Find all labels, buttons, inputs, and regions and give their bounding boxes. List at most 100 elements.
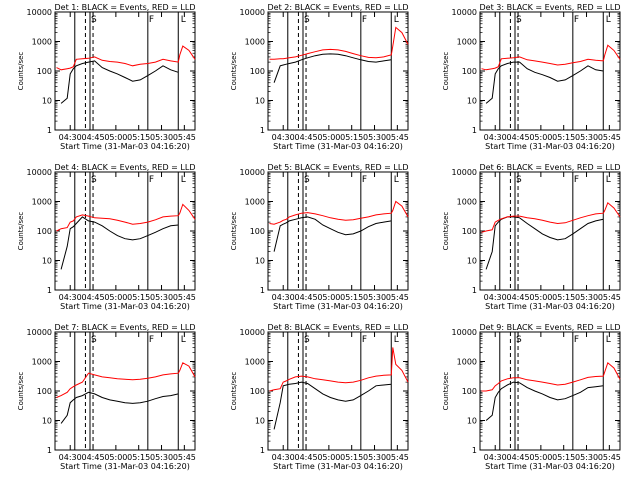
x-tick-label: 05:15 bbox=[127, 133, 150, 142]
y-tick-label: 100 bbox=[462, 227, 477, 236]
x-tick-label: 04:30 bbox=[59, 133, 82, 142]
y-tick-label: 10000 bbox=[27, 8, 52, 17]
x-tick-label: 05:00 bbox=[529, 133, 552, 142]
y-tick-label: 1000 bbox=[457, 38, 477, 47]
x-tick-label: 04:45 bbox=[295, 453, 318, 462]
y-tick-label: 100 bbox=[250, 67, 265, 76]
y-axis-label: Counts/sec bbox=[230, 372, 238, 411]
x-tick-label: 05:00 bbox=[317, 453, 340, 462]
y-tick-label: 1 bbox=[47, 446, 52, 455]
x-axis-label: Start Time (31-Mar-03 04:16:20) bbox=[60, 302, 190, 311]
interval-marker-label: L bbox=[394, 15, 399, 25]
interval-marker-label: L bbox=[394, 335, 399, 345]
x-axis-label: Start Time (31-Mar-03 04:16:20) bbox=[485, 142, 615, 151]
y-axis-label: Counts/sec bbox=[442, 52, 450, 91]
y-tick-label: 10 bbox=[255, 97, 265, 106]
x-tick-label: 04:30 bbox=[484, 453, 507, 462]
x-tick-label: 04:45 bbox=[507, 453, 530, 462]
panel-title: Det 1: BLACK = Events, RED = LLD bbox=[55, 3, 196, 12]
y-tick-label: 10 bbox=[42, 97, 52, 106]
y-axis-label: Counts/sec bbox=[230, 52, 238, 91]
detector-panel-5: Det 5: BLACK = Events, RED = LLD 1 10 100 10… bbox=[230, 163, 409, 311]
x-tick-label: 04:45 bbox=[295, 133, 318, 142]
interval-marker-label: S bbox=[516, 175, 522, 185]
lld-series-line bbox=[481, 361, 621, 392]
y-tick-label: 100 bbox=[250, 387, 265, 396]
lld-series-line bbox=[56, 45, 196, 71]
lld-series-line bbox=[56, 203, 196, 232]
plot-frame bbox=[54, 171, 196, 291]
x-tick-label: 05:45 bbox=[598, 293, 621, 302]
y-tick-label: 100 bbox=[462, 387, 477, 396]
y-tick-label: 10000 bbox=[27, 328, 52, 337]
interval-marker-label: F bbox=[362, 335, 367, 345]
x-tick-label: 05:45 bbox=[173, 133, 196, 142]
x-tick-label: 04:30 bbox=[59, 293, 82, 302]
interval-marker-label: S bbox=[516, 15, 522, 25]
interval-marker-label: S bbox=[91, 175, 97, 185]
x-tick-label: 05:45 bbox=[598, 453, 621, 462]
detector-panel-3: Det 3: BLACK = Events, RED = LLD 1 10 100 10… bbox=[442, 3, 621, 151]
y-axis-label: Counts/sec bbox=[442, 212, 450, 251]
lld-series-line bbox=[269, 200, 409, 225]
interval-marker-label: L bbox=[606, 15, 611, 25]
events-series-line bbox=[273, 53, 392, 83]
y-tick-label: 10000 bbox=[240, 8, 265, 17]
x-tick-label: 05:30 bbox=[575, 453, 598, 462]
y-tick-label: 100 bbox=[462, 67, 477, 76]
events-series-line bbox=[485, 381, 604, 421]
x-tick-label: 05:00 bbox=[529, 453, 552, 462]
lld-series-line bbox=[56, 362, 196, 398]
x-tick-label: 05:15 bbox=[127, 293, 150, 302]
x-tick-label: 04:30 bbox=[272, 453, 295, 462]
plot-frame bbox=[479, 11, 621, 131]
y-tick-label: 10000 bbox=[452, 168, 477, 177]
y-axis-label: Counts/sec bbox=[442, 372, 450, 411]
plot-frame bbox=[267, 171, 409, 291]
x-tick-label: 04:30 bbox=[484, 133, 507, 142]
x-tick-label: 04:30 bbox=[59, 453, 82, 462]
y-tick-label: 10000 bbox=[240, 328, 265, 337]
detector-panel-8: Det 8: BLACK = Events, RED = LLD 1 10 100 10… bbox=[230, 323, 409, 471]
interval-marker-label: L bbox=[181, 335, 186, 345]
x-tick-label: 05:15 bbox=[552, 293, 575, 302]
y-tick-label: 1 bbox=[47, 126, 52, 135]
y-tick-label: 100 bbox=[250, 227, 265, 236]
events-series-line bbox=[273, 216, 392, 252]
events-series-line bbox=[60, 60, 179, 104]
interval-marker-label: S bbox=[304, 175, 310, 185]
interval-marker-label: F bbox=[574, 175, 579, 185]
y-tick-label: 100 bbox=[37, 227, 52, 236]
y-tick-label: 10000 bbox=[452, 8, 477, 17]
panel-title: Det 8: BLACK = Events, RED = LLD bbox=[268, 323, 409, 332]
y-tick-label: 1000 bbox=[245, 38, 265, 47]
interval-marker-label: L bbox=[606, 175, 611, 185]
y-tick-label: 100 bbox=[37, 67, 52, 76]
x-tick-label: 04:45 bbox=[295, 293, 318, 302]
x-tick-label: 05:15 bbox=[552, 453, 575, 462]
x-axis-label: Start Time (31-Mar-03 04:16:20) bbox=[273, 462, 403, 471]
panel-title: Det 5: BLACK = Events, RED = LLD bbox=[268, 163, 409, 172]
x-tick-label: 05:30 bbox=[575, 293, 598, 302]
lld-series-line bbox=[269, 26, 409, 60]
y-tick-label: 1 bbox=[47, 286, 52, 295]
interval-marker-label: F bbox=[149, 335, 154, 345]
y-tick-label: 100 bbox=[37, 387, 52, 396]
y-tick-label: 10000 bbox=[240, 168, 265, 177]
interval-marker-label: L bbox=[606, 335, 611, 345]
y-axis-label: Counts/sec bbox=[230, 212, 238, 251]
x-tick-label: 04:45 bbox=[507, 133, 530, 142]
y-tick-label: 10 bbox=[467, 257, 477, 266]
x-axis-label: Start Time (31-Mar-03 04:16:20) bbox=[485, 302, 615, 311]
x-tick-label: 05:30 bbox=[363, 293, 386, 302]
x-tick-label: 05:30 bbox=[363, 453, 386, 462]
x-axis-label: Start Time (31-Mar-03 04:16:20) bbox=[273, 302, 403, 311]
x-tick-label: 04:30 bbox=[484, 293, 507, 302]
x-tick-label: 05:15 bbox=[340, 453, 363, 462]
interval-marker-label: F bbox=[149, 15, 154, 25]
y-tick-label: 1000 bbox=[32, 358, 52, 367]
interval-marker-label: L bbox=[181, 15, 186, 25]
x-tick-label: 05:45 bbox=[386, 293, 409, 302]
y-axis-label: Counts/sec bbox=[17, 212, 25, 251]
